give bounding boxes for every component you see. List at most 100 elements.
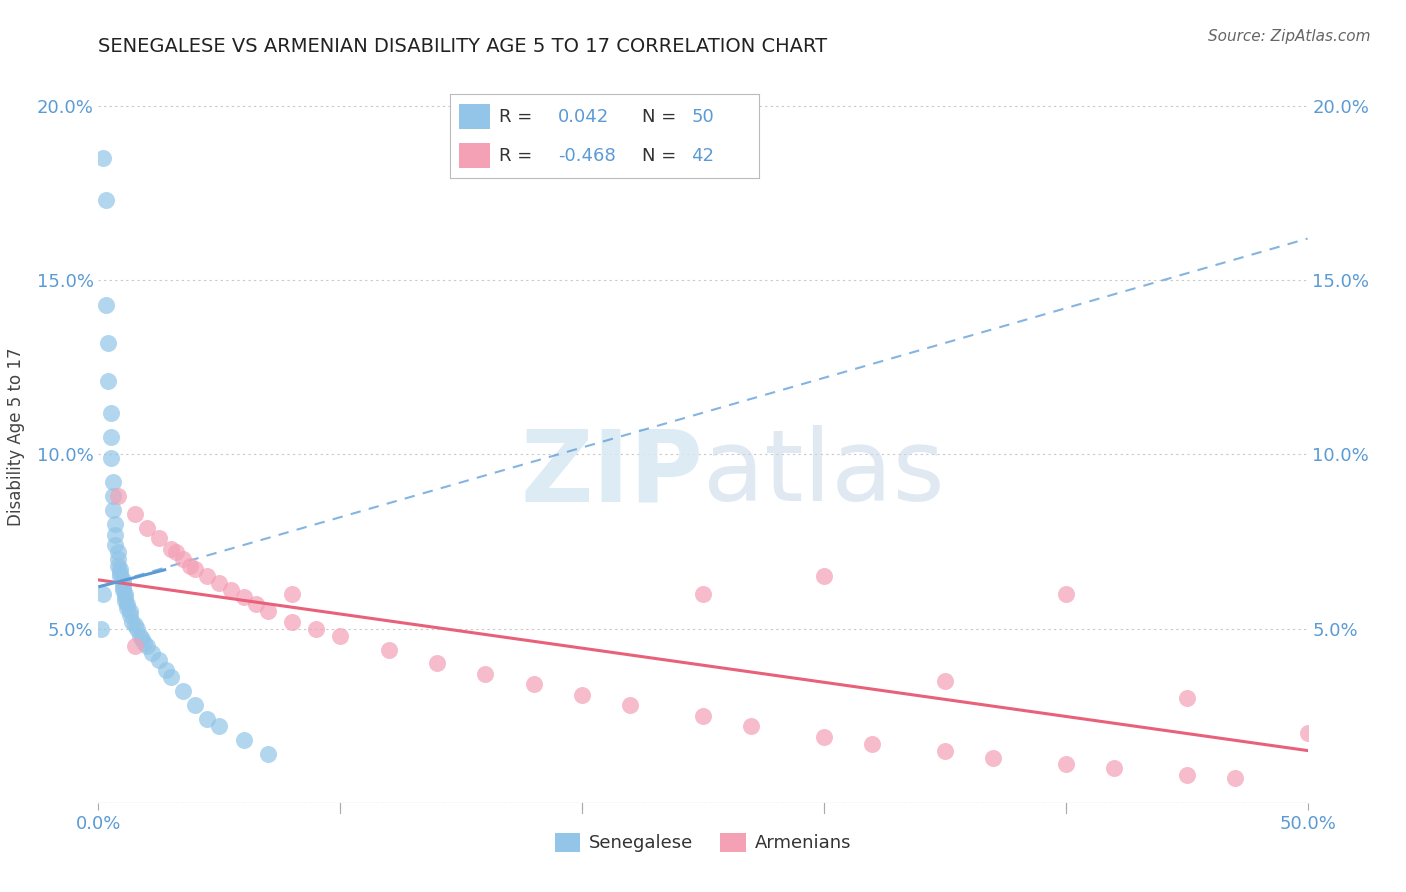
- Point: [111, 576, 134, 591]
- Point: [104, 527, 127, 541]
- Point: [101, 489, 124, 503]
- Point: [172, 684, 194, 698]
- Point: [981, 750, 1004, 764]
- Point: [141, 646, 163, 660]
- Point: [1102, 761, 1125, 775]
- Point: [107, 558, 129, 573]
- Point: [813, 730, 835, 744]
- Point: [117, 600, 139, 615]
- Point: [281, 587, 304, 601]
- Point: [426, 657, 449, 671]
- Point: [1175, 691, 1198, 706]
- Point: [160, 541, 183, 556]
- Point: [107, 552, 129, 566]
- Point: [148, 653, 170, 667]
- Text: SENEGALESE VS ARMENIAN DISABILITY AGE 5 TO 17 CORRELATION CHART: SENEGALESE VS ARMENIAN DISABILITY AGE 5 …: [98, 37, 828, 56]
- Point: [127, 622, 149, 636]
- Point: [148, 531, 170, 545]
- Point: [91, 152, 114, 166]
- Point: [107, 489, 129, 503]
- Point: [281, 615, 304, 629]
- Point: [329, 629, 352, 643]
- Point: [934, 743, 956, 757]
- Text: Source: ZipAtlas.com: Source: ZipAtlas.com: [1208, 29, 1371, 44]
- Point: [111, 573, 134, 587]
- Point: [221, 583, 243, 598]
- Point: [124, 639, 146, 653]
- Point: [1054, 757, 1077, 772]
- Point: [100, 450, 122, 465]
- Point: [934, 673, 956, 688]
- Legend: Senegalese, Armenians: Senegalese, Armenians: [547, 826, 859, 860]
- Point: [91, 587, 114, 601]
- Point: [104, 517, 127, 532]
- Point: [121, 615, 143, 629]
- Point: [184, 562, 207, 576]
- Point: [813, 569, 835, 583]
- Point: [305, 622, 328, 636]
- Point: [1175, 768, 1198, 782]
- Point: [245, 597, 267, 611]
- Point: [692, 587, 714, 601]
- Point: [104, 538, 127, 552]
- Point: [571, 688, 593, 702]
- Point: [208, 576, 231, 591]
- Text: 0.042: 0.042: [558, 108, 609, 126]
- Point: [128, 629, 150, 643]
- Point: [108, 566, 131, 580]
- Point: [208, 719, 231, 733]
- Point: [108, 569, 131, 583]
- Point: [155, 664, 177, 678]
- Point: [860, 737, 883, 751]
- Text: atlas: atlas: [703, 425, 945, 522]
- FancyBboxPatch shape: [460, 143, 491, 169]
- Point: [114, 594, 136, 608]
- Point: [179, 558, 201, 573]
- Point: [523, 677, 546, 691]
- FancyBboxPatch shape: [460, 103, 491, 129]
- Point: [474, 667, 496, 681]
- Point: [256, 747, 278, 761]
- Point: [94, 193, 117, 207]
- Point: [135, 639, 157, 653]
- Point: [135, 521, 157, 535]
- Point: [111, 583, 134, 598]
- Point: [195, 569, 218, 583]
- Point: [114, 587, 136, 601]
- Point: [124, 507, 146, 521]
- Point: [232, 733, 254, 747]
- Point: [117, 597, 139, 611]
- Point: [94, 298, 117, 312]
- Point: [172, 552, 194, 566]
- Point: [1296, 726, 1319, 740]
- Text: ZIP: ZIP: [520, 425, 703, 522]
- Point: [111, 580, 134, 594]
- Text: 42: 42: [692, 146, 714, 164]
- Point: [232, 591, 254, 605]
- Text: R =: R =: [499, 108, 533, 126]
- Point: [118, 604, 141, 618]
- Point: [131, 632, 153, 646]
- Point: [97, 375, 120, 389]
- Point: [740, 719, 762, 733]
- Point: [692, 708, 714, 723]
- Point: [256, 604, 278, 618]
- Text: N =: N =: [641, 146, 676, 164]
- Y-axis label: Disability Age 5 to 17: Disability Age 5 to 17: [7, 348, 25, 526]
- Point: [118, 607, 141, 622]
- Point: [101, 475, 124, 490]
- Point: [377, 642, 399, 657]
- Point: [1054, 587, 1077, 601]
- Point: [90, 622, 112, 636]
- Text: N =: N =: [641, 108, 676, 126]
- Point: [107, 545, 129, 559]
- Text: R =: R =: [499, 146, 533, 164]
- Point: [184, 698, 207, 713]
- Point: [165, 545, 187, 559]
- Point: [100, 430, 122, 444]
- Point: [108, 562, 131, 576]
- Point: [97, 336, 120, 351]
- Text: -0.468: -0.468: [558, 146, 616, 164]
- Point: [1223, 772, 1246, 786]
- Point: [124, 618, 146, 632]
